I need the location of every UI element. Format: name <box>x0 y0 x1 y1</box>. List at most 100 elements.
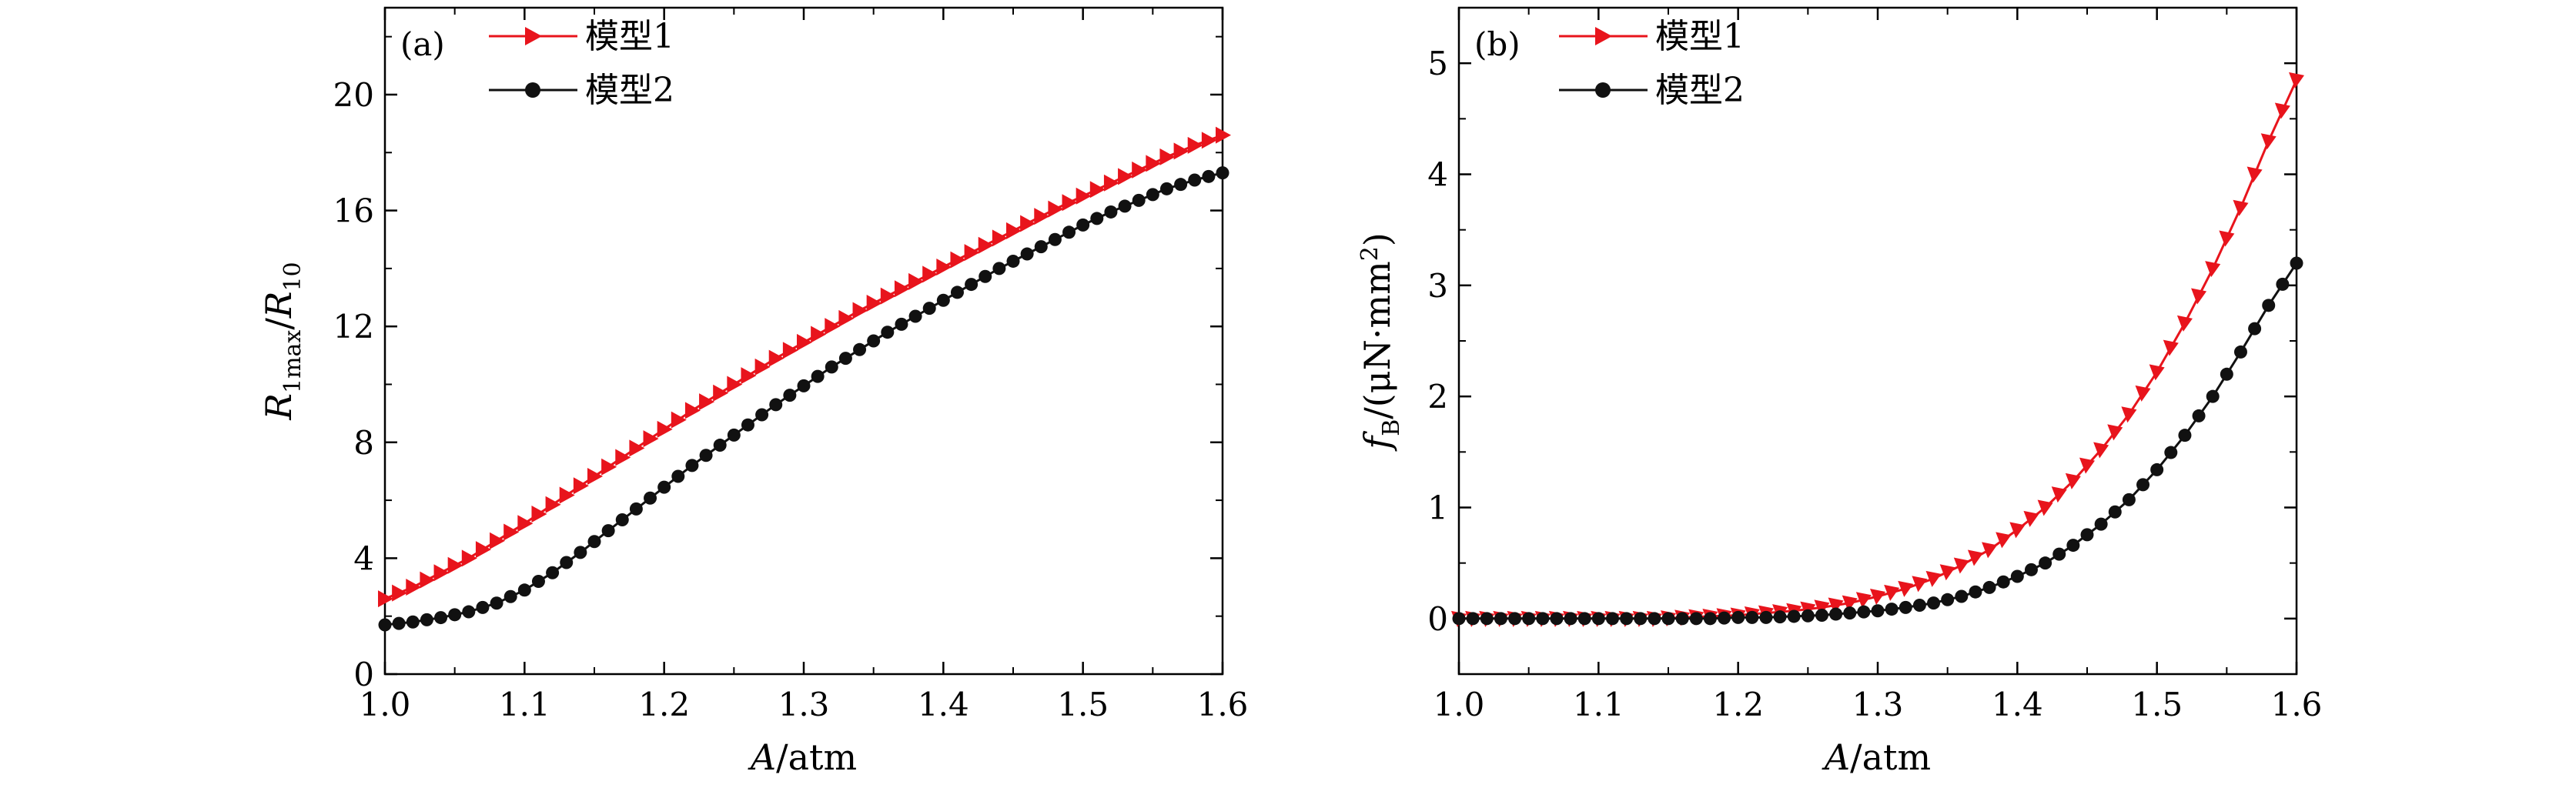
data-point-2-b <box>1857 605 1871 619</box>
data-point-2-b <box>2150 462 2164 476</box>
x-tick-label-a: 1.5 <box>1057 686 1109 723</box>
data-point-2-b <box>1731 610 1745 624</box>
data-point-1-a <box>1201 132 1217 149</box>
data-point-1-a <box>1146 155 1162 172</box>
data-point-1-b <box>1982 542 1998 559</box>
data-point-1-a <box>490 532 506 549</box>
data-point-2-b <box>1522 612 1536 626</box>
data-point-2-b <box>2164 446 2178 459</box>
data-point-2-b <box>2122 492 2136 506</box>
data-point-1-a <box>601 458 617 476</box>
data-point-1-a <box>503 523 520 541</box>
series-line-2-b <box>1459 262 2298 620</box>
data-point-2-a <box>881 326 895 339</box>
data-point-1-b <box>2163 339 2179 356</box>
data-point-2-b <box>2136 478 2150 492</box>
data-point-2-b <box>1689 612 1703 626</box>
data-point-1-a <box>964 244 980 262</box>
data-point-1-a <box>1020 215 1036 232</box>
data-point-2-a <box>1090 212 1104 225</box>
data-point-1-a <box>811 326 827 343</box>
data-point-2-a <box>755 408 769 422</box>
data-point-2-a <box>531 575 545 589</box>
data-point-1-b <box>2260 133 2277 150</box>
data-point-2-a <box>615 513 629 527</box>
data-point-2-a <box>1076 218 1090 232</box>
data-point-2-a <box>1048 232 1062 246</box>
data-point-2-b <box>2108 505 2122 519</box>
data-point-1-b <box>2274 102 2290 119</box>
data-point-2-a <box>867 334 881 348</box>
x-tick-label-b: 1.4 <box>1992 686 2043 723</box>
data-point-2-b <box>2010 569 2024 583</box>
data-point-2-b <box>1885 603 1899 616</box>
data-point-2-b <box>2178 429 2192 442</box>
data-point-2-a <box>462 605 476 619</box>
data-point-1-b <box>1828 597 1844 614</box>
panel-a: 1.0 1.1 1.2 1.3 1.4 1.5 1.6 0 4 8 12 16 20 (a) 模型1 模… <box>258 6 1249 778</box>
axis-ticks-a: 1.0 1.1 1.2 1.3 1.4 1.5 1.6 0 4 8 12 16 20 <box>333 8 1249 723</box>
data-point-2-b <box>1773 610 1787 624</box>
data-point-2-a <box>517 583 531 597</box>
x-tick-label-a: 1.0 <box>360 686 411 723</box>
data-point-2-a <box>503 589 517 603</box>
data-point-2-b <box>1466 612 1480 626</box>
data-point-2-a <box>783 389 797 402</box>
data-point-2-a <box>378 618 392 632</box>
data-point-1-a <box>1103 174 1119 192</box>
legend-label-model1-b: 模型1 <box>1655 17 1745 56</box>
data-point-1-b <box>1842 595 1858 612</box>
data-point-1-b <box>1953 557 1969 574</box>
data-point-2-b <box>1675 612 1689 626</box>
data-point-1-a <box>880 287 896 305</box>
data-point-2-b <box>2192 409 2206 422</box>
data-point-1-a <box>727 376 743 393</box>
panel-label-b: (b) <box>1474 25 1521 63</box>
series-group-b <box>1451 72 2304 627</box>
data-point-2-b <box>1912 599 1926 613</box>
data-point-2-a <box>1188 173 1202 187</box>
data-point-1-b <box>2149 364 2165 381</box>
data-point-1-a <box>978 236 994 254</box>
data-point-2-a <box>1062 225 1076 239</box>
data-point-2-a <box>629 502 643 516</box>
y-tick-label-b: 4 <box>1427 156 1448 194</box>
data-point-1-a <box>420 571 436 589</box>
data-point-2-a <box>671 469 685 483</box>
data-point-2-b <box>1564 612 1577 626</box>
data-point-2-a <box>797 379 811 392</box>
data-point-1-a <box>406 579 422 596</box>
data-point-2-a <box>1202 169 1216 183</box>
data-point-1-a <box>684 402 701 419</box>
data-point-2-a <box>490 596 503 610</box>
data-point-2-b <box>1536 612 1550 626</box>
data-point-2-a <box>685 459 699 472</box>
data-point-2-b <box>1941 593 1955 606</box>
x-tick-label-b: 1.2 <box>1712 686 1764 723</box>
data-point-1-b <box>2135 385 2151 402</box>
data-point-2-a <box>713 439 727 452</box>
data-point-1-b <box>2079 457 2095 474</box>
plot-frame-b <box>1457 6 2298 676</box>
data-point-1-a <box>378 590 393 608</box>
data-point-1-b <box>1884 584 1900 601</box>
data-point-2-a <box>1146 188 1159 202</box>
legend-label-model1-a: 模型1 <box>585 17 674 56</box>
data-point-1-a <box>866 295 882 312</box>
data-point-1-a <box>1006 222 1022 239</box>
data-point-2-a <box>1174 178 1188 192</box>
data-point-2-b <box>2262 299 2276 312</box>
legend-a: 模型1 模型2 <box>489 17 674 110</box>
x-tick-label-a: 1.6 <box>1197 686 1249 723</box>
data-point-2-a <box>838 352 852 366</box>
data-point-1-b <box>2037 499 2053 516</box>
data-point-1-a <box>1048 200 1064 218</box>
x-tick-label-b: 1.1 <box>1573 686 1624 723</box>
data-point-2-a <box>992 262 1006 275</box>
data-point-2-a <box>741 418 754 432</box>
data-point-1-b <box>2051 486 2067 503</box>
data-point-2-b <box>2233 345 2247 359</box>
data-point-1-b <box>1967 549 1983 566</box>
